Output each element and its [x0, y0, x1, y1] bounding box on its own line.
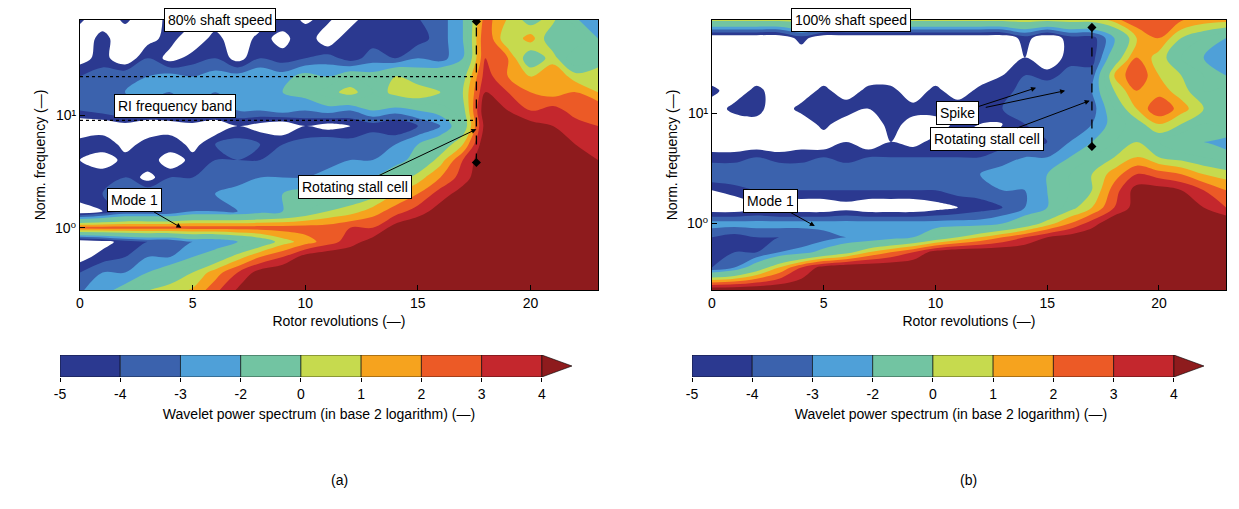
svg-text:Spike: Spike	[940, 105, 975, 121]
svg-text:-4: -4	[746, 386, 759, 402]
svg-text:10: 10	[297, 295, 313, 311]
svg-text:10⁰: 10⁰	[687, 215, 709, 231]
svg-text:15: 15	[410, 295, 426, 311]
svg-text:4: 4	[538, 386, 546, 402]
svg-text:Rotating stall cell: Rotating stall cell	[302, 179, 408, 195]
svg-text:3: 3	[1110, 386, 1118, 402]
svg-text:0: 0	[929, 386, 937, 402]
svg-text:Rotating stall cell: Rotating stall cell	[934, 131, 1040, 147]
svg-text:(a): (a)	[331, 472, 348, 488]
svg-text:-5: -5	[686, 386, 699, 402]
svg-text:(b): (b)	[960, 472, 977, 488]
svg-text:80% shaft speed: 80% shaft speed	[168, 12, 272, 28]
svg-text:0: 0	[76, 295, 84, 311]
svg-text:Wavelet power spectrum (in bas: Wavelet power spectrum (in base 2 logari…	[795, 406, 1107, 422]
svg-text:10⁰: 10⁰	[55, 220, 77, 236]
svg-text:-2: -2	[866, 386, 879, 402]
svg-text:Wavelet power spectrum (in bas: Wavelet power spectrum (in base 2 logari…	[163, 406, 475, 422]
svg-text:Mode 1: Mode 1	[747, 193, 794, 209]
svg-text:5: 5	[820, 295, 828, 311]
svg-text:20: 20	[1151, 295, 1167, 311]
svg-text:Norm. frequency (—): Norm. frequency (—)	[32, 90, 48, 221]
svg-text:0: 0	[708, 295, 716, 311]
svg-text:15: 15	[1039, 295, 1055, 311]
svg-text:2: 2	[418, 386, 426, 402]
svg-text:-4: -4	[114, 386, 127, 402]
svg-text:-3: -3	[806, 386, 819, 402]
svg-text:-3: -3	[174, 386, 187, 402]
svg-text:20: 20	[523, 295, 539, 311]
svg-text:Norm. frequency (—): Norm. frequency (—)	[664, 90, 680, 221]
svg-text:1: 1	[357, 386, 365, 402]
svg-text:Rotor revolutions (—): Rotor revolutions (—)	[272, 313, 405, 329]
svg-text:5: 5	[189, 295, 197, 311]
svg-text:-2: -2	[234, 386, 247, 402]
svg-text:2: 2	[1050, 386, 1058, 402]
svg-text:3: 3	[478, 386, 486, 402]
svg-text:10¹: 10¹	[688, 105, 709, 121]
svg-text:100% shaft speed: 100% shaft speed	[795, 12, 907, 28]
svg-text:10¹: 10¹	[56, 107, 77, 123]
svg-text:-5: -5	[54, 386, 67, 402]
svg-text:Rotor revolutions (—): Rotor revolutions (—)	[902, 313, 1035, 329]
svg-text:0: 0	[297, 386, 305, 402]
svg-text:10: 10	[928, 295, 944, 311]
svg-text:RI frequency band: RI frequency band	[118, 98, 232, 114]
svg-text:1: 1	[989, 386, 997, 402]
svg-text:4: 4	[1170, 386, 1178, 402]
svg-text:Mode 1: Mode 1	[111, 192, 158, 208]
